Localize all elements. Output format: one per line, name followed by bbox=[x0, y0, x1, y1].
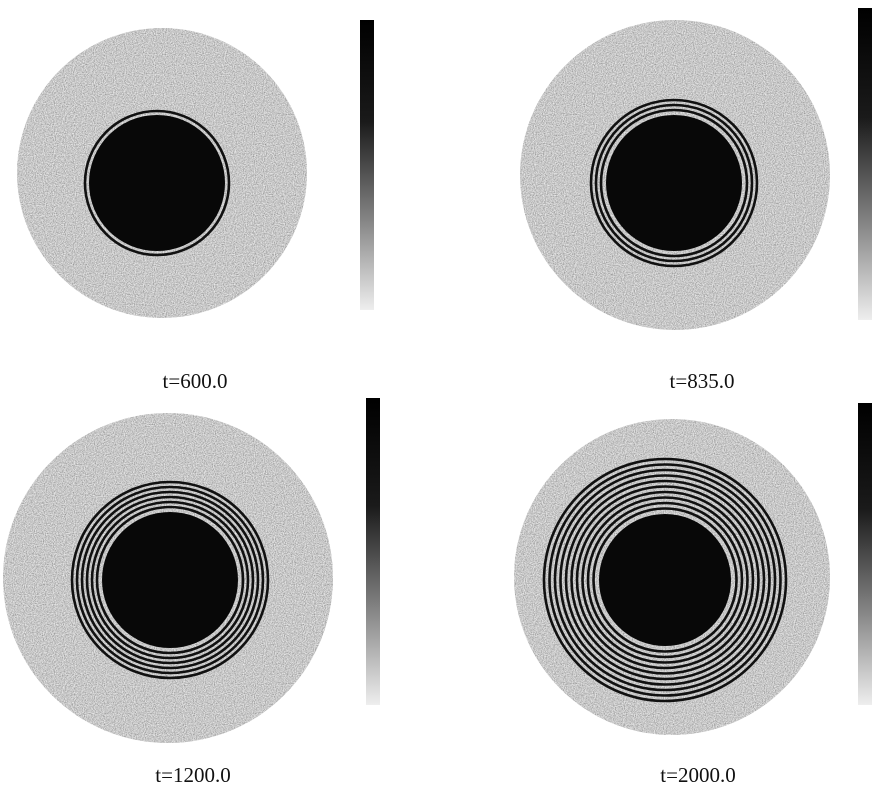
panel-label: t=600.0 bbox=[163, 369, 228, 393]
panel bbox=[520, 8, 872, 330]
panel-label: t=1200.0 bbox=[155, 763, 230, 787]
panel-label: t=2000.0 bbox=[660, 763, 735, 787]
panels bbox=[3, 8, 872, 743]
core bbox=[89, 115, 225, 251]
core bbox=[102, 512, 238, 648]
colorbar bbox=[858, 8, 872, 320]
core bbox=[606, 115, 742, 251]
core bbox=[599, 514, 731, 646]
colorbar bbox=[360, 20, 374, 310]
colorbar bbox=[858, 403, 872, 705]
panel bbox=[17, 20, 374, 318]
panel bbox=[3, 398, 380, 743]
panel-label: t=835.0 bbox=[670, 369, 735, 393]
colorbar bbox=[366, 398, 380, 705]
figure: t=600.0 t=835.0 t=1200.0 t=2000.0 bbox=[0, 0, 872, 796]
panel bbox=[514, 403, 872, 735]
